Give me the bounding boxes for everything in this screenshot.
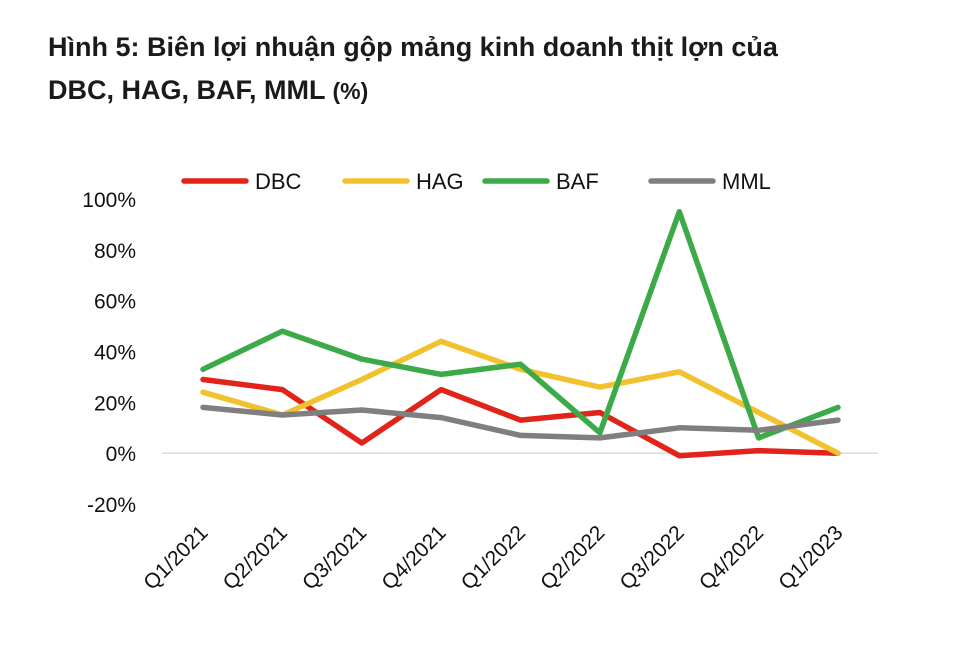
series-line-baf: [200, 208, 841, 441]
chart-title-line-1: Hình 5: Biên lợi nhuận gộp mảng kinh doa…: [48, 32, 778, 62]
y-tick-label: 20%: [94, 392, 136, 415]
y-tick-label: 40%: [94, 342, 136, 365]
legend-label-baf: BAF: [556, 169, 599, 194]
chart-title-unit: (%): [332, 78, 369, 104]
y-tick-label: -20%: [87, 494, 136, 517]
y-tick-label: 0%: [106, 443, 136, 466]
x-axis: Q1/2021 Q2/2021 Q3/2021 Q4/2021 Q1/2022 Q2/20…: [139, 452, 878, 595]
x-tick-label: Q1/2023: [774, 521, 847, 594]
chart-series: [200, 208, 841, 459]
x-tick-label: Q3/2022: [616, 521, 689, 594]
y-tick-label: 60%: [94, 291, 136, 314]
chart-title-tickers: DBC, HAG, BAF, MML: [48, 75, 325, 105]
legend-label-mml: MML: [722, 169, 771, 194]
x-tick-label: Q4/2021: [377, 521, 450, 594]
legend-label-hag: HAG: [416, 169, 464, 194]
chart-legend: DBC HAG BAF MML: [181, 169, 771, 194]
x-tick-label: Q2/2021: [219, 521, 292, 594]
series-line-dbc: [200, 376, 841, 459]
x-tick-label: Q2/2022: [536, 521, 609, 594]
x-tick-label: Q1/2021: [139, 521, 212, 594]
series-line-hag: [200, 338, 841, 456]
y-tick-label: 80%: [94, 240, 136, 263]
series-line-mml: [200, 404, 841, 441]
x-tick-label: Q3/2021: [298, 521, 371, 594]
y-tick-label: 100%: [82, 189, 136, 212]
y-axis: 100% 80% 60% 40% 20% 0% -20%: [82, 189, 136, 517]
chart-title: Hình 5: Biên lợi nhuận gộp mảng kinh doa…: [48, 26, 948, 113]
legend-label-dbc: DBC: [255, 169, 302, 194]
chart-title-line-2: DBC, HAG, BAF, MML (%): [48, 69, 948, 113]
x-tick-label: Q1/2022: [457, 521, 530, 594]
x-tick-label: Q4/2022: [695, 521, 768, 594]
